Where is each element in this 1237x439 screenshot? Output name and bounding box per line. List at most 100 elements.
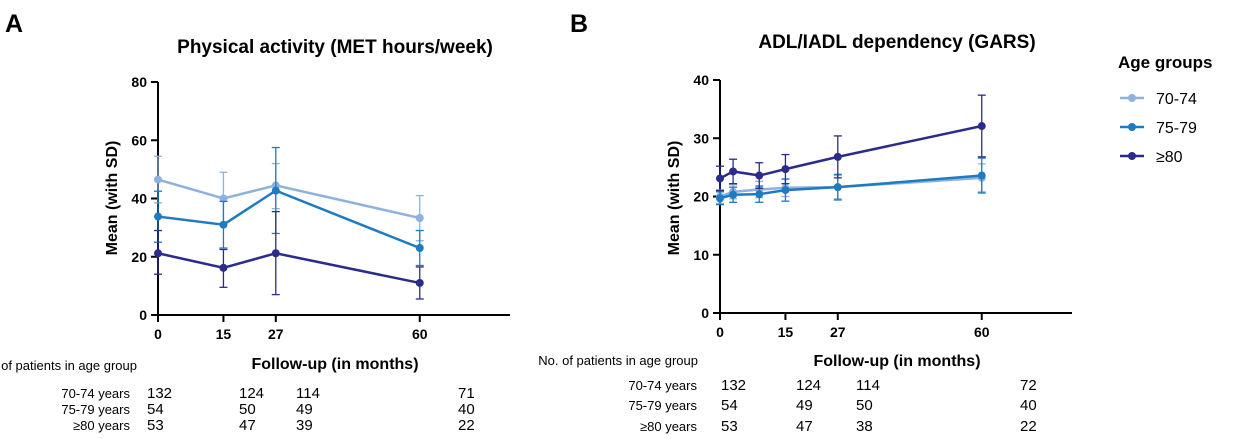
plot-area-a: 0 20 40 60 80 0 15 27 60: [131, 74, 510, 342]
legend-item: 75-79: [1120, 120, 1197, 137]
legend-item: 70-74: [1120, 91, 1197, 108]
x-tick-label: 60: [974, 324, 990, 340]
patients-count: 114: [296, 385, 320, 402]
patients-count: 50: [856, 397, 873, 414]
patients-count: 38: [856, 418, 873, 435]
x-tick-label: 15: [216, 326, 232, 342]
data-point: [977, 171, 986, 180]
patients-header-b: No. of patients in age group: [538, 353, 698, 368]
data-point: [271, 249, 280, 258]
data-point: [415, 244, 424, 253]
patients-count: 124: [239, 385, 264, 402]
legend-label: ≥80: [1156, 149, 1183, 166]
y-axis-label-a: Mean (with SD): [104, 141, 121, 256]
y-tick-label: 0: [701, 305, 709, 321]
panel-letter-b: B: [570, 10, 588, 38]
y-tick-label: 40: [131, 191, 147, 207]
y-tick-label: 60: [131, 132, 147, 148]
series-≥80: [716, 94, 986, 192]
patients-count: 54: [147, 401, 164, 418]
patients-table-a: No. of patients in age group 70-74 years…: [0, 358, 475, 434]
data-point: [833, 183, 842, 192]
patients-count: 53: [721, 418, 738, 435]
series-70-74: [716, 163, 986, 205]
series-70-74: [154, 155, 424, 242]
data-point: [833, 152, 842, 161]
patients-count: 47: [796, 418, 813, 435]
series-line: [157, 178, 421, 220]
patients-row-label: 75-79 years: [628, 398, 697, 413]
patients-header-a: No. of patients in age group: [0, 358, 137, 373]
legend-item: ≥80: [1120, 149, 1183, 166]
patients-count: 49: [796, 397, 813, 414]
x-tick-label: 27: [830, 324, 846, 340]
data-point: [755, 190, 764, 199]
patients-row-label: ≥80 years: [73, 418, 130, 433]
data-point: [415, 278, 424, 287]
patients-row-label: 70-74 years: [628, 378, 697, 393]
data-point: [219, 220, 228, 229]
data-point: [729, 167, 738, 176]
y-tick-label: 40: [693, 72, 709, 88]
legend-marker: [1128, 123, 1136, 131]
plot-area-b: 0 10 20 30 40 0 15 27 60: [693, 72, 1072, 340]
data-point: [977, 122, 986, 131]
data-point: [154, 175, 162, 184]
series-line: [157, 251, 421, 285]
y-tick-label: 20: [131, 249, 147, 265]
data-point: [415, 214, 424, 223]
data-point: [271, 186, 280, 195]
patients-count: 50: [239, 401, 256, 418]
patients-count: 53: [147, 417, 164, 434]
panel-letter-a: A: [5, 10, 23, 38]
y-tick-label: 30: [693, 130, 709, 146]
patients-count: 40: [1020, 397, 1037, 414]
patients-count: 40: [458, 401, 475, 418]
y-tick-label: 80: [131, 74, 147, 90]
patients-count: 54: [721, 397, 738, 414]
x-tick-label: 0: [154, 326, 162, 342]
patients-row-label: ≥80 years: [640, 419, 697, 434]
series-line: [157, 189, 421, 250]
series-≥80: [154, 210, 424, 300]
data-point: [729, 190, 738, 199]
data-point: [154, 249, 162, 258]
data-point: [219, 194, 228, 203]
y-tick-label: 0: [139, 307, 147, 323]
y-axis-label-b: Mean (with SD): [666, 141, 683, 256]
patients-count: 22: [1020, 418, 1037, 435]
data-point: [716, 194, 724, 203]
patients-count: 47: [239, 417, 256, 434]
patients-table-b: No. of patients in age group 70-74 years…: [538, 353, 1036, 435]
x-tick-label: 0: [716, 324, 724, 340]
legend-marker: [1128, 94, 1136, 102]
legend: Age groups 70-74 75-79 ≥80: [1118, 53, 1212, 166]
series-75-79: [716, 157, 986, 206]
chart-title-b: ADL/IADL dependency (GARS): [758, 32, 1035, 53]
legend-marker: [1128, 152, 1136, 160]
data-point: [716, 174, 724, 183]
series-75-79: [154, 146, 424, 267]
x-tick-label: 60: [412, 326, 428, 342]
data-point: [781, 165, 790, 174]
y-tick-label: 20: [693, 189, 709, 205]
legend-title: Age groups: [1118, 53, 1212, 72]
patients-count: 71: [458, 385, 475, 402]
x-axis-label-b: Follow-up (in months): [813, 353, 980, 370]
patients-count: 132: [147, 385, 172, 402]
data-point: [755, 171, 764, 180]
data-point: [219, 263, 228, 272]
data-point: [154, 212, 162, 221]
patients-row-label: 75-79 years: [61, 402, 130, 417]
legend-label: 70-74: [1156, 91, 1197, 108]
x-tick-label: 27: [268, 326, 284, 342]
x-axis-label-a: Follow-up (in months): [251, 356, 418, 373]
patients-count: 22: [458, 417, 475, 434]
patients-row-label: 70-74 years: [61, 386, 130, 401]
patients-count: 72: [1020, 377, 1037, 394]
x-tick-label: 15: [778, 324, 794, 340]
chart-title-a: Physical activity (MET hours/week): [177, 37, 493, 58]
patients-count: 114: [856, 377, 880, 394]
legend-label: 75-79: [1156, 120, 1197, 137]
